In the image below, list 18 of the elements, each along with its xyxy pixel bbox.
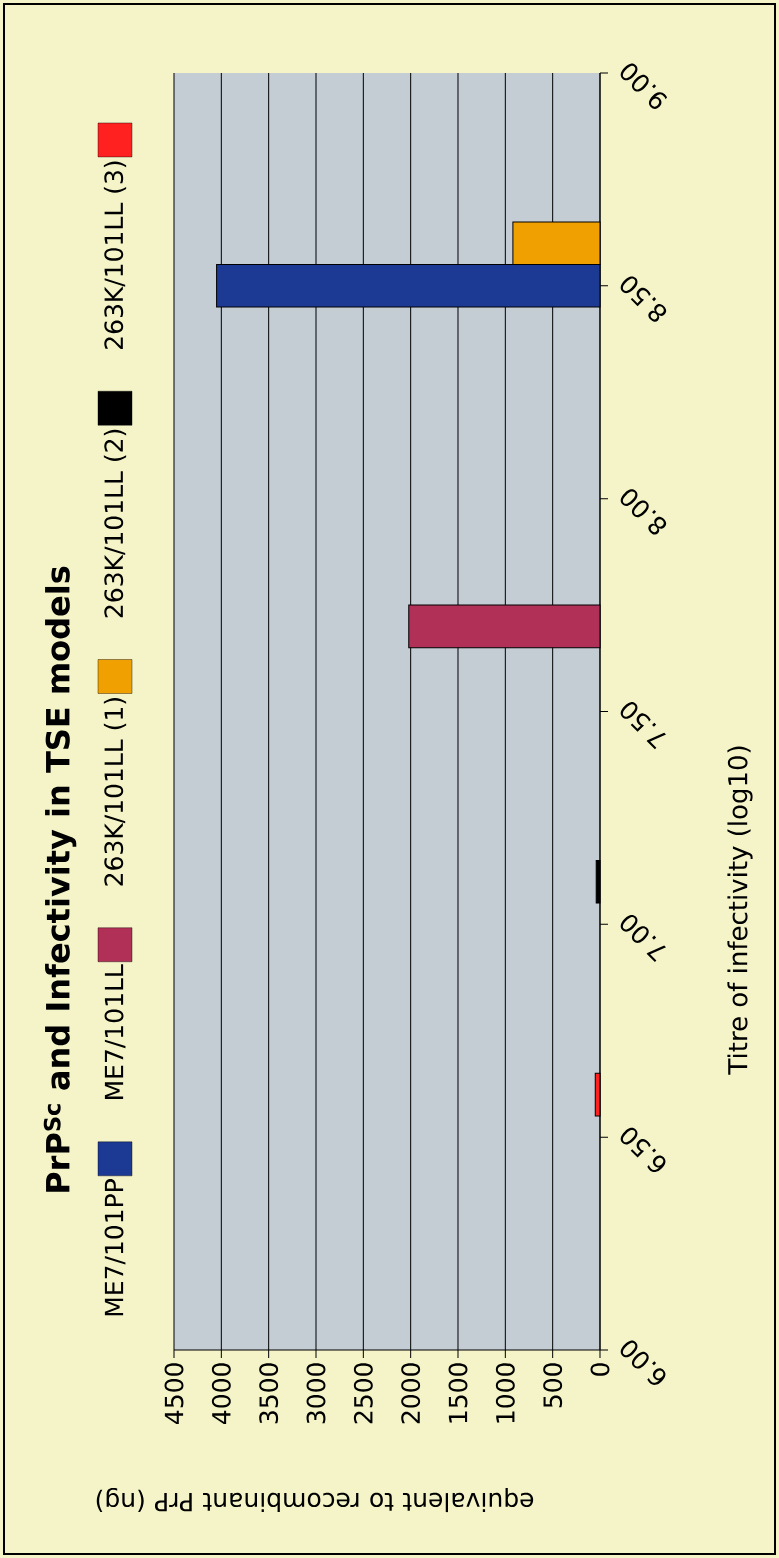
x-tick-label: 1500: [448, 1363, 468, 1423]
legend-label: 263K/101LL (2): [103, 429, 127, 618]
x-tick-label: 4500: [164, 1363, 184, 1424]
x-tick-label: 3000: [306, 1363, 326, 1424]
x-tick-label: 3500: [259, 1363, 279, 1424]
x-tick-label: 4000: [211, 1363, 231, 1424]
x-tick-label: 500: [543, 1363, 563, 1408]
y-axis-title: Titre of infectivity (log10): [727, 746, 753, 1075]
x-tick-label: 0: [590, 1363, 610, 1376]
legend-label: ME7/101PP: [104, 1179, 126, 1316]
text: PrP$^{Sc}$ and Infectivity in TSE models: [43, 566, 77, 1192]
legend-label: ME7/101LL: [104, 964, 126, 1099]
x-tick-label: 1000: [495, 1363, 515, 1423]
x-tick-label: 2000: [401, 1363, 421, 1424]
legend-label: 263K/101LL (3): [103, 161, 127, 349]
legend-label: 263K/101LL (1): [103, 698, 127, 886]
x-tick-label: 2500: [353, 1363, 373, 1424]
x-axis-title: equivalent to recombinant PrP (ng): [96, 1487, 534, 1513]
